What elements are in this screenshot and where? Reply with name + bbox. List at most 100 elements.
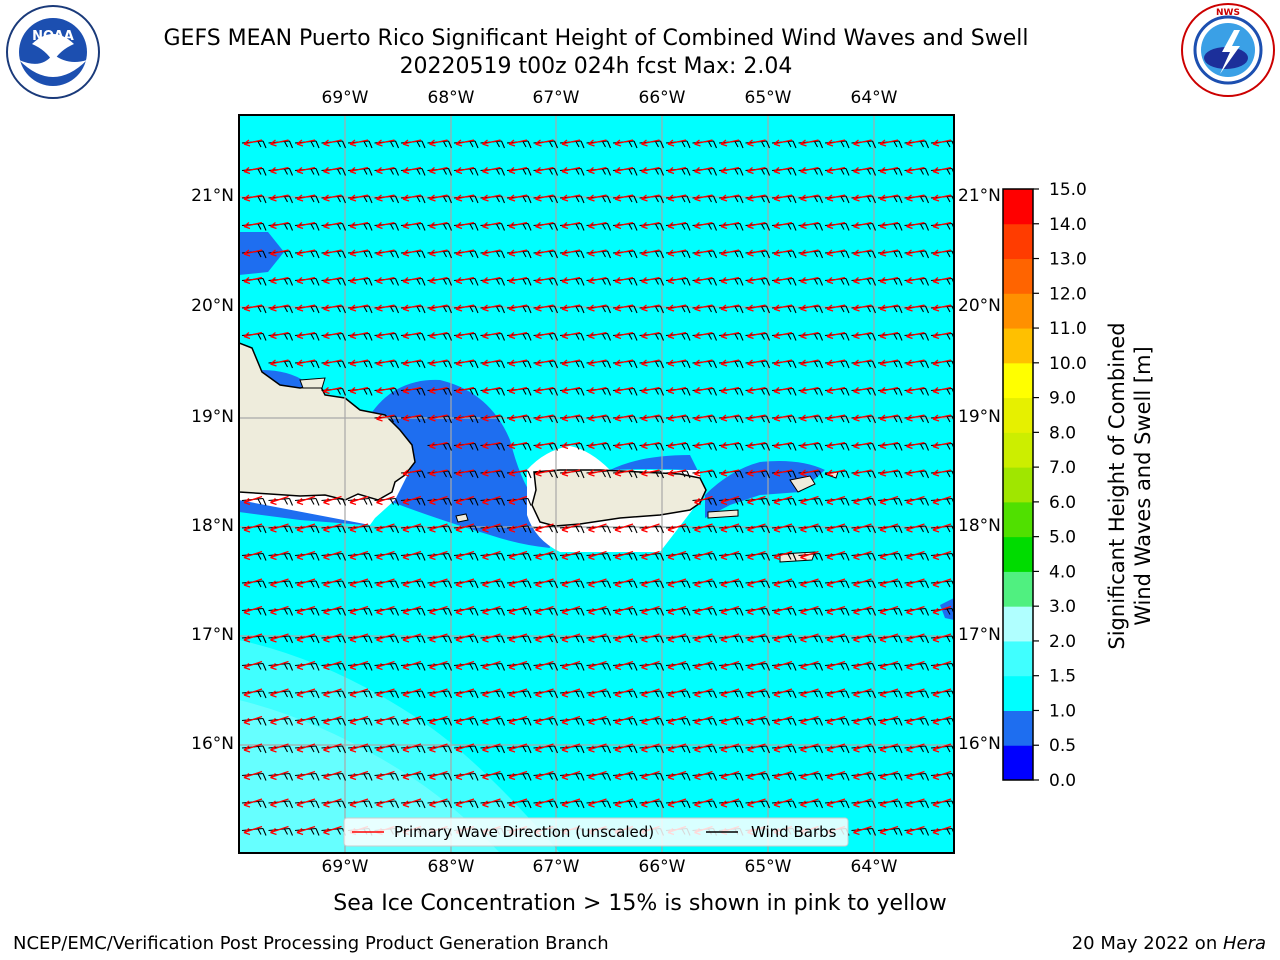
wave-arrow bbox=[773, 578, 793, 588]
wave-arrow bbox=[667, 523, 687, 533]
wave-arrow bbox=[879, 414, 899, 422]
wave-arrow bbox=[720, 523, 740, 533]
wind-barb bbox=[693, 856, 717, 863]
wave-arrow bbox=[720, 469, 740, 477]
wave-arrow bbox=[694, 688, 713, 698]
wave-arrow bbox=[296, 221, 316, 230]
noaa-logo: NOAA bbox=[6, 5, 100, 99]
wave-arrow bbox=[561, 469, 581, 477]
wave-arrow bbox=[429, 249, 448, 257]
wave-arrow bbox=[906, 469, 925, 477]
wind-barb bbox=[375, 856, 399, 863]
wave-arrow bbox=[508, 523, 528, 533]
wave-arrow bbox=[614, 469, 634, 477]
wave-arrow bbox=[243, 166, 263, 175]
wave-arrow bbox=[614, 660, 634, 671]
wave-arrow bbox=[429, 798, 448, 808]
lon-label-top: 69°W bbox=[321, 88, 369, 108]
wave-arrow bbox=[561, 633, 581, 643]
wave-arrow bbox=[429, 770, 448, 781]
wave-arrow bbox=[879, 578, 899, 588]
wave-arrow bbox=[720, 770, 740, 781]
lon-label-bottom: 64°W bbox=[850, 857, 898, 877]
wave-arrow bbox=[296, 276, 316, 285]
wave-arrow bbox=[853, 578, 872, 588]
wave-arrow bbox=[906, 523, 925, 533]
wave-arrow bbox=[826, 743, 846, 753]
wave-arrow bbox=[349, 633, 369, 643]
wave-arrow bbox=[561, 578, 581, 588]
wave-arrow bbox=[932, 441, 952, 450]
wave-arrow bbox=[667, 469, 687, 477]
wave-arrow bbox=[614, 578, 634, 588]
wave-arrow bbox=[296, 825, 316, 836]
wave-arrow bbox=[270, 743, 289, 753]
wave-arrow bbox=[826, 441, 846, 450]
wave-arrow bbox=[694, 441, 713, 450]
wave-arrow bbox=[561, 304, 581, 312]
wave-arrow bbox=[270, 550, 289, 561]
wave-arrow bbox=[906, 550, 925, 561]
wave-arrow bbox=[773, 139, 793, 147]
wave-arrow bbox=[641, 221, 660, 230]
wave-arrow bbox=[376, 495, 395, 506]
wave-arrow bbox=[349, 194, 369, 202]
wave-arrow bbox=[800, 605, 819, 616]
wave-arrow bbox=[296, 633, 316, 643]
wave-arrow bbox=[270, 359, 289, 367]
wave-arrow bbox=[932, 605, 952, 616]
wave-arrow bbox=[296, 578, 316, 588]
wave-arrow bbox=[615, 854, 633, 862]
lon-label-bottom: 67°W bbox=[532, 857, 580, 877]
wave-arrow bbox=[641, 578, 660, 588]
wave-arrow bbox=[455, 550, 475, 561]
wave-arrow bbox=[614, 276, 634, 285]
wave-arrow bbox=[826, 331, 846, 340]
wave-arrow bbox=[614, 304, 634, 312]
wave-arrow bbox=[801, 854, 819, 862]
wave-arrow bbox=[589, 854, 607, 862]
wave-arrow bbox=[455, 304, 475, 312]
wave-arrow bbox=[561, 386, 581, 395]
sea-ice-note: Sea Ice Concentration > 15% is shown in … bbox=[333, 891, 947, 916]
wave-arrow bbox=[614, 688, 634, 698]
wave-arrow bbox=[535, 414, 554, 422]
wave-arrow bbox=[296, 743, 316, 753]
wave-arrow bbox=[773, 441, 793, 450]
wave-arrow bbox=[455, 605, 475, 616]
wave-arrow bbox=[747, 469, 766, 477]
wave-arrow bbox=[296, 304, 316, 312]
wave-arrow bbox=[270, 605, 289, 616]
wave-arrow bbox=[588, 633, 607, 643]
wave-arrow bbox=[720, 798, 740, 808]
noaa-logo-text: NOAA bbox=[32, 29, 74, 44]
wave-arrow bbox=[561, 798, 581, 808]
wave-arrow bbox=[747, 743, 766, 753]
low-wave-region bbox=[239, 232, 284, 275]
wave-arrow bbox=[932, 770, 952, 781]
wave-arrow bbox=[932, 139, 952, 147]
wave-arrow bbox=[747, 495, 766, 506]
wave-arrow bbox=[349, 166, 369, 175]
wave-arrow bbox=[879, 688, 899, 698]
producer-credit: NCEP/EMC/Verification Post Processing Pr… bbox=[13, 933, 609, 954]
colorbar-tick-label: 0.0 bbox=[1049, 771, 1076, 791]
lat-label-right: 20°N bbox=[958, 296, 1001, 316]
wave-arrow bbox=[323, 249, 342, 257]
wave-arrow bbox=[826, 770, 846, 781]
wave-arrow bbox=[509, 854, 527, 862]
wave-arrow bbox=[561, 359, 581, 367]
wave-arrow bbox=[455, 166, 475, 175]
wave-arrow bbox=[588, 550, 607, 561]
wave-arrow bbox=[482, 770, 501, 781]
wave-arrow bbox=[879, 825, 899, 836]
wave-arrow bbox=[667, 605, 687, 616]
wave-arrow bbox=[747, 688, 766, 698]
wave-arrow bbox=[349, 139, 369, 147]
lat-label-left: 20°N bbox=[191, 296, 234, 316]
wave-arrow bbox=[429, 469, 448, 477]
wave-arrow bbox=[826, 414, 846, 422]
wave-arrow bbox=[747, 550, 766, 561]
wave-arrow bbox=[270, 798, 289, 808]
wave-arrow bbox=[588, 139, 607, 147]
